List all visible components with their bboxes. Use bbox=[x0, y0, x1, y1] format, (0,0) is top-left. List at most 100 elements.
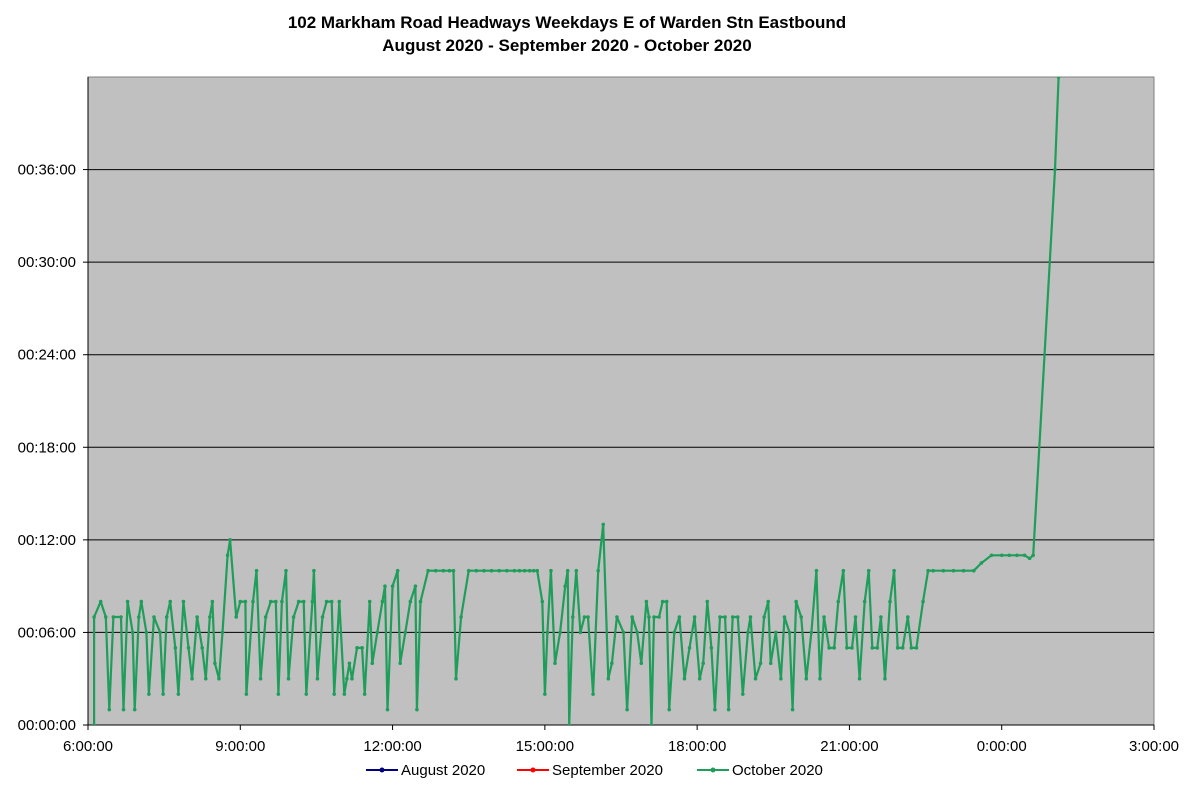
data-point-2-173 bbox=[845, 646, 849, 650]
x-tick-label-6: 0:00:00 bbox=[977, 738, 1027, 755]
data-point-2-127 bbox=[647, 615, 651, 619]
data-point-2-91 bbox=[482, 568, 486, 573]
data-point-2-15 bbox=[152, 615, 156, 619]
data-point-2-33 bbox=[225, 553, 230, 558]
data-point-2-143 bbox=[713, 707, 717, 712]
data-point-2-40 bbox=[254, 568, 259, 573]
data-point-2-176 bbox=[857, 676, 862, 681]
data-point-2-130 bbox=[657, 615, 661, 619]
data-point-2-169 bbox=[827, 646, 831, 650]
data-point-2-107 bbox=[563, 584, 567, 588]
data-point-2-168 bbox=[822, 615, 826, 619]
data-point-2-43 bbox=[268, 599, 273, 604]
data-point-2-76 bbox=[398, 661, 402, 666]
data-point-2-133 bbox=[667, 707, 672, 712]
series-2 bbox=[92, 77, 1061, 725]
data-point-2-141 bbox=[705, 599, 710, 604]
data-point-2-52 bbox=[304, 692, 309, 696]
data-point-2-145 bbox=[723, 615, 727, 619]
data-point-2-70 bbox=[375, 630, 380, 635]
data-point-2-167 bbox=[818, 676, 822, 681]
series-layer bbox=[92, 77, 1061, 725]
data-point-2-90 bbox=[474, 568, 479, 573]
data-point-2-204 bbox=[1031, 553, 1035, 558]
data-point-2-161 bbox=[790, 707, 795, 712]
data-point-2-142 bbox=[709, 646, 714, 650]
y-tick-label-5: 00:30:00 bbox=[18, 254, 76, 271]
data-point-2-181 bbox=[879, 615, 883, 619]
data-point-2-182 bbox=[883, 676, 887, 681]
data-point-2-1 bbox=[92, 615, 96, 619]
data-point-2-200 bbox=[1007, 553, 1012, 558]
data-point-2-22 bbox=[181, 599, 186, 604]
data-point-2-25 bbox=[195, 615, 199, 619]
data-point-2-79 bbox=[413, 584, 418, 588]
data-point-2-60 bbox=[337, 599, 342, 604]
data-point-2-112 bbox=[578, 630, 583, 635]
data-point-2-196 bbox=[971, 568, 976, 573]
data-point-2-50 bbox=[296, 599, 301, 604]
data-point-2-94 bbox=[504, 568, 509, 573]
data-point-2-118 bbox=[606, 676, 611, 681]
data-point-2-35 bbox=[234, 615, 239, 619]
data-point-2-119 bbox=[610, 661, 614, 666]
data-point-2-193 bbox=[941, 568, 946, 573]
data-point-2-67 bbox=[362, 692, 367, 696]
data-point-2-85 bbox=[447, 568, 452, 573]
data-point-2-61 bbox=[342, 692, 347, 696]
data-point-2-139 bbox=[697, 676, 702, 681]
data-point-2-93 bbox=[497, 568, 501, 573]
data-point-2-34 bbox=[228, 538, 232, 542]
data-point-2-12 bbox=[139, 599, 144, 604]
data-point-2-81 bbox=[418, 599, 423, 604]
data-point-2-172 bbox=[841, 568, 846, 573]
data-point-2-199 bbox=[999, 553, 1004, 558]
data-point-2-41 bbox=[258, 676, 263, 681]
data-point-2-26 bbox=[200, 646, 205, 650]
data-point-2-191 bbox=[926, 568, 930, 573]
data-point-2-48 bbox=[286, 676, 291, 681]
data-point-2-189 bbox=[914, 646, 919, 650]
data-point-2-188 bbox=[909, 646, 914, 650]
data-point-2-83 bbox=[433, 568, 438, 573]
data-point-2-128 bbox=[649, 723, 654, 725]
data-point-2-125 bbox=[639, 661, 644, 666]
data-point-2-175 bbox=[853, 615, 858, 619]
data-point-2-88 bbox=[459, 615, 463, 619]
data-point-2-100 bbox=[535, 568, 540, 573]
data-point-2-68 bbox=[367, 599, 372, 604]
data-point-2-202 bbox=[1022, 553, 1027, 558]
data-point-2-138 bbox=[692, 615, 697, 619]
data-point-2-10 bbox=[132, 707, 137, 712]
data-point-2-37 bbox=[243, 599, 248, 604]
data-point-2-115 bbox=[591, 692, 595, 696]
data-point-2-109 bbox=[567, 723, 572, 725]
legend-marker-2 bbox=[710, 767, 716, 773]
data-point-2-46 bbox=[280, 599, 284, 604]
data-point-2-63 bbox=[347, 661, 352, 666]
data-point-2-126 bbox=[644, 599, 649, 604]
data-point-2-62 bbox=[345, 676, 349, 681]
data-point-2-131 bbox=[660, 599, 665, 604]
data-point-2-13 bbox=[144, 630, 149, 635]
data-point-2-146 bbox=[726, 707, 731, 712]
data-point-2-165 bbox=[809, 630, 814, 635]
gridlines bbox=[88, 169, 1154, 633]
data-point-2-151 bbox=[748, 615, 753, 619]
data-point-2-36 bbox=[238, 599, 243, 604]
data-point-2-136 bbox=[682, 676, 687, 681]
data-point-2-69 bbox=[370, 661, 375, 666]
data-point-2-144 bbox=[718, 615, 722, 619]
data-point-2-106 bbox=[558, 630, 562, 635]
data-point-2-99 bbox=[531, 568, 536, 573]
data-point-2-180 bbox=[875, 646, 880, 650]
data-point-2-178 bbox=[866, 568, 871, 573]
x-tick-label-3: 15:00:00 bbox=[516, 738, 574, 755]
data-point-2-150 bbox=[746, 630, 750, 635]
data-point-2-160 bbox=[787, 630, 792, 635]
data-point-2-82 bbox=[426, 568, 430, 573]
data-point-2-20 bbox=[173, 646, 178, 650]
y-tick-label-2: 00:12:00 bbox=[18, 532, 76, 549]
data-point-2-185 bbox=[895, 646, 900, 650]
